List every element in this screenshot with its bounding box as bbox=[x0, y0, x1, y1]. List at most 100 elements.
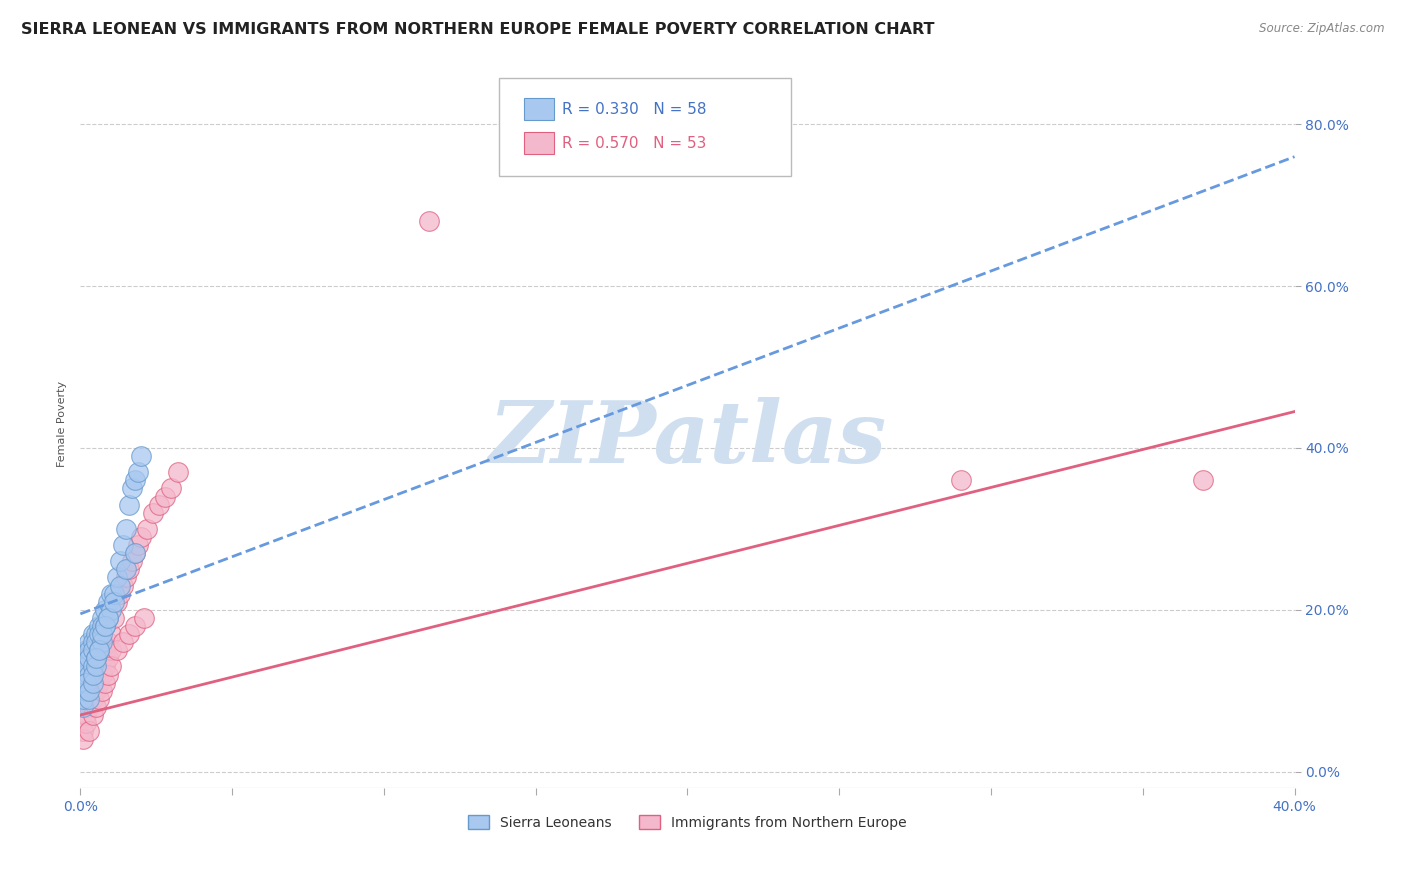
Point bbox=[84, 683, 107, 698]
Point bbox=[118, 498, 141, 512]
Point bbox=[84, 700, 107, 714]
Point bbox=[75, 659, 97, 673]
Point bbox=[160, 482, 183, 496]
Point bbox=[75, 675, 97, 690]
Point bbox=[87, 659, 110, 673]
Point bbox=[118, 627, 141, 641]
Point bbox=[111, 538, 134, 552]
Point bbox=[75, 651, 97, 665]
Point bbox=[84, 659, 107, 673]
Point bbox=[105, 595, 128, 609]
Point bbox=[72, 691, 94, 706]
Point bbox=[108, 578, 131, 592]
Point bbox=[115, 522, 138, 536]
Point bbox=[79, 651, 101, 665]
Point bbox=[124, 474, 146, 488]
Point bbox=[111, 578, 134, 592]
Text: R = 0.330   N = 58: R = 0.330 N = 58 bbox=[562, 102, 707, 117]
Point bbox=[97, 635, 120, 649]
Point bbox=[79, 724, 101, 739]
Point bbox=[90, 635, 112, 649]
Point bbox=[82, 708, 104, 723]
Point bbox=[79, 667, 101, 681]
Point bbox=[75, 683, 97, 698]
Text: ZIPatlas: ZIPatlas bbox=[488, 397, 887, 480]
Y-axis label: Female Poverty: Female Poverty bbox=[58, 381, 67, 467]
Point bbox=[82, 635, 104, 649]
Point bbox=[75, 716, 97, 731]
Point bbox=[97, 611, 120, 625]
Point bbox=[75, 691, 97, 706]
Point bbox=[118, 562, 141, 576]
Point bbox=[105, 643, 128, 657]
Point bbox=[121, 554, 143, 568]
Point bbox=[93, 619, 115, 633]
Point bbox=[84, 651, 107, 665]
Point bbox=[148, 498, 170, 512]
Point bbox=[418, 214, 440, 228]
Point bbox=[93, 619, 115, 633]
Point bbox=[1192, 474, 1215, 488]
Point bbox=[103, 595, 125, 609]
Point bbox=[100, 627, 122, 641]
Point bbox=[103, 587, 125, 601]
Point bbox=[82, 667, 104, 681]
Point bbox=[93, 603, 115, 617]
Point bbox=[82, 675, 104, 690]
Point bbox=[166, 465, 188, 479]
Point bbox=[155, 490, 177, 504]
Point bbox=[127, 465, 149, 479]
Point bbox=[136, 522, 159, 536]
Point bbox=[79, 700, 101, 714]
Point bbox=[87, 643, 110, 657]
Point bbox=[103, 611, 125, 625]
Point bbox=[93, 675, 115, 690]
Point bbox=[100, 659, 122, 673]
Point bbox=[129, 449, 152, 463]
Point bbox=[90, 611, 112, 625]
Point bbox=[75, 643, 97, 657]
Point bbox=[79, 635, 101, 649]
Point bbox=[121, 482, 143, 496]
Text: SIERRA LEONEAN VS IMMIGRANTS FROM NORTHERN EUROPE FEMALE POVERTY CORRELATION CHA: SIERRA LEONEAN VS IMMIGRANTS FROM NORTHE… bbox=[21, 22, 935, 37]
Point bbox=[90, 627, 112, 641]
Point bbox=[72, 700, 94, 714]
Point bbox=[111, 635, 134, 649]
Point bbox=[75, 708, 97, 723]
Point bbox=[97, 651, 120, 665]
Point bbox=[97, 667, 120, 681]
Point bbox=[87, 691, 110, 706]
Point bbox=[82, 675, 104, 690]
Point bbox=[72, 724, 94, 739]
Point bbox=[82, 691, 104, 706]
Point bbox=[79, 683, 101, 698]
Point bbox=[90, 619, 112, 633]
Point bbox=[124, 546, 146, 560]
Point bbox=[100, 603, 122, 617]
Point bbox=[108, 554, 131, 568]
Point bbox=[100, 587, 122, 601]
Point bbox=[115, 570, 138, 584]
Point bbox=[108, 587, 131, 601]
Point bbox=[90, 667, 112, 681]
Point bbox=[97, 595, 120, 609]
Point bbox=[93, 643, 115, 657]
Point bbox=[82, 643, 104, 657]
Point bbox=[75, 675, 97, 690]
Point bbox=[84, 627, 107, 641]
Point bbox=[79, 643, 101, 657]
Point bbox=[79, 691, 101, 706]
Point bbox=[87, 619, 110, 633]
Point bbox=[105, 570, 128, 584]
Point bbox=[129, 530, 152, 544]
Point bbox=[84, 651, 107, 665]
Point bbox=[97, 611, 120, 625]
Point bbox=[949, 474, 972, 488]
Point bbox=[72, 659, 94, 673]
Point bbox=[93, 659, 115, 673]
Text: R = 0.570   N = 53: R = 0.570 N = 53 bbox=[562, 136, 707, 151]
Point bbox=[87, 675, 110, 690]
Point bbox=[124, 546, 146, 560]
Point bbox=[72, 667, 94, 681]
Point bbox=[72, 651, 94, 665]
